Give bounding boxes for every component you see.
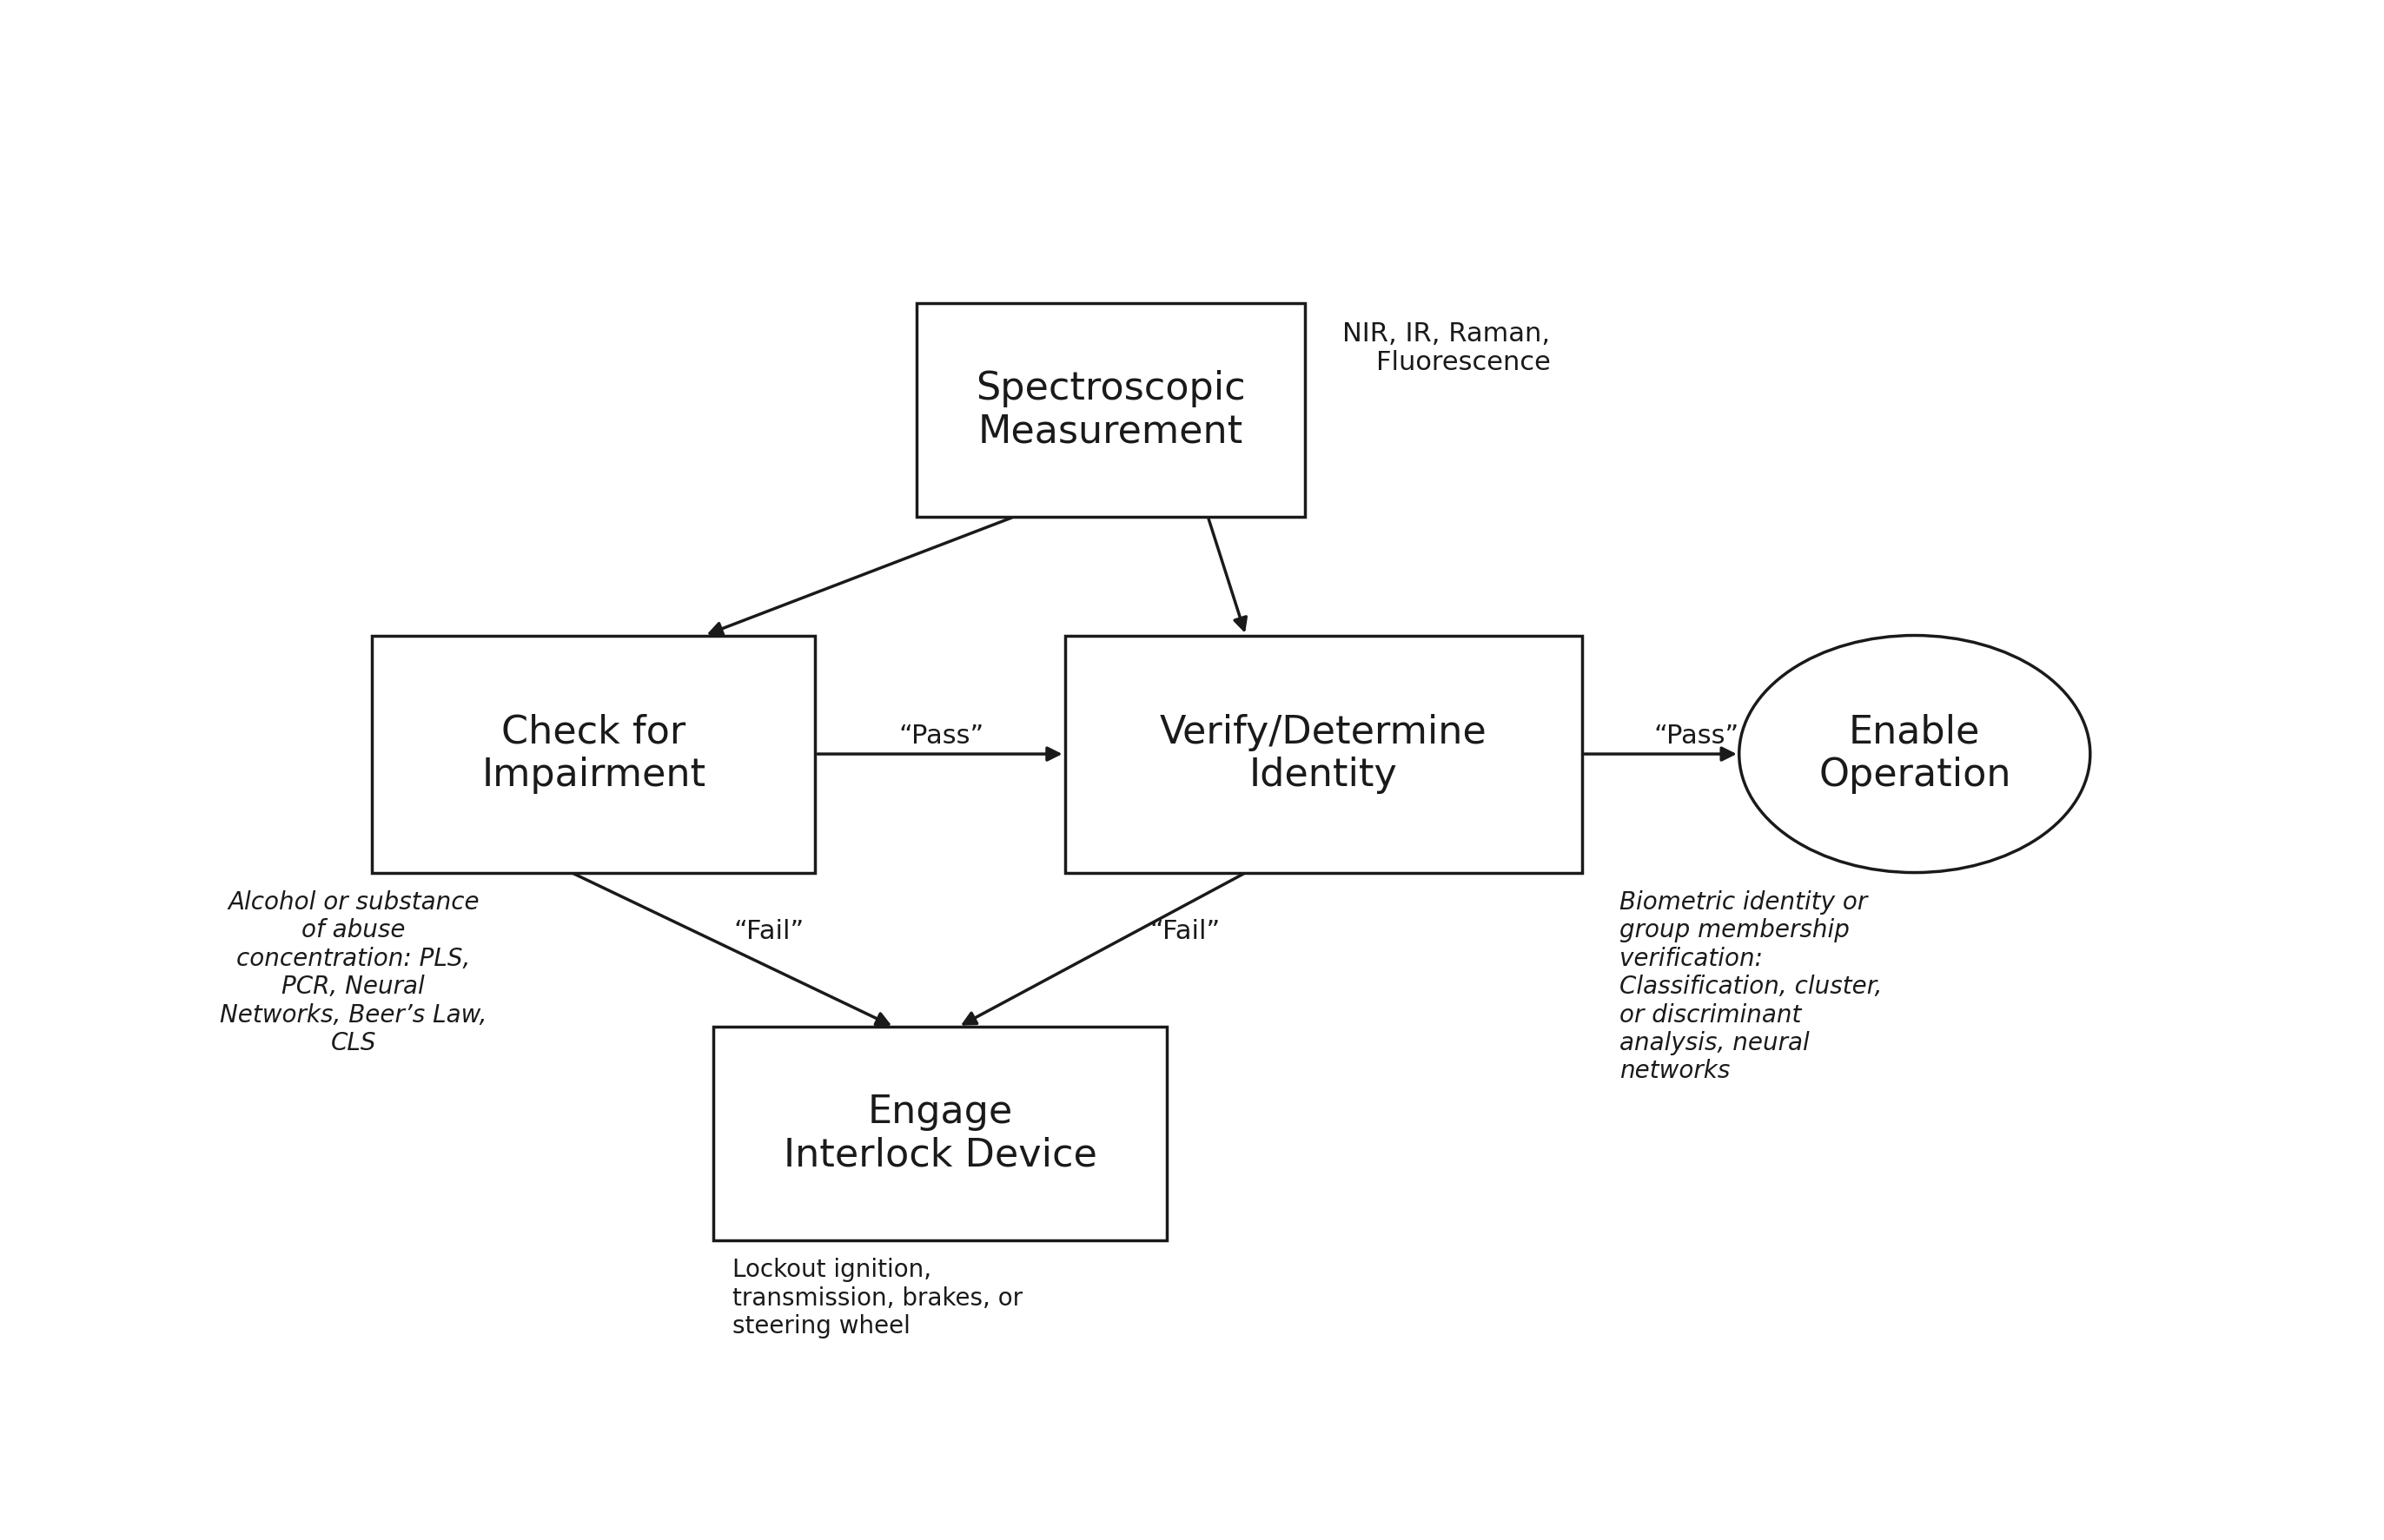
Bar bbox=[713, 1027, 1166, 1240]
Bar bbox=[372, 636, 815, 873]
Text: “Pass”: “Pass” bbox=[899, 724, 985, 748]
Text: NIR, IR, Raman,
    Fluorescence: NIR, IR, Raman, Fluorescence bbox=[1342, 322, 1550, 376]
Text: “Fail”: “Fail” bbox=[734, 919, 803, 944]
Text: Verify/Determine
Identity: Verify/Determine Identity bbox=[1159, 713, 1488, 795]
Text: Engage
Interlock Device: Engage Interlock Device bbox=[784, 1093, 1097, 1173]
Text: Biometric identity or
group membership
verification:
Classification, cluster,
or: Biometric identity or group membership v… bbox=[1619, 890, 1881, 1084]
Text: “Pass”: “Pass” bbox=[1654, 724, 1740, 748]
Text: Spectroscopic
Measurement: Spectroscopic Measurement bbox=[975, 370, 1247, 450]
Text: Lockout ignition,
transmission, brakes, or
steering wheel: Lockout ignition, transmission, brakes, … bbox=[732, 1258, 1023, 1338]
Text: Enable
Operation: Enable Operation bbox=[1819, 713, 2010, 795]
Text: “Fail”: “Fail” bbox=[1149, 919, 1221, 944]
Ellipse shape bbox=[1738, 636, 2091, 873]
Text: Alcohol or substance
of abuse
concentration: PLS,
PCR, Neural
Networks, Beer’s L: Alcohol or substance of abuse concentrat… bbox=[219, 890, 486, 1055]
Bar bbox=[918, 303, 1304, 517]
Bar bbox=[1066, 636, 1583, 873]
Text: Check for
Impairment: Check for Impairment bbox=[482, 713, 706, 795]
